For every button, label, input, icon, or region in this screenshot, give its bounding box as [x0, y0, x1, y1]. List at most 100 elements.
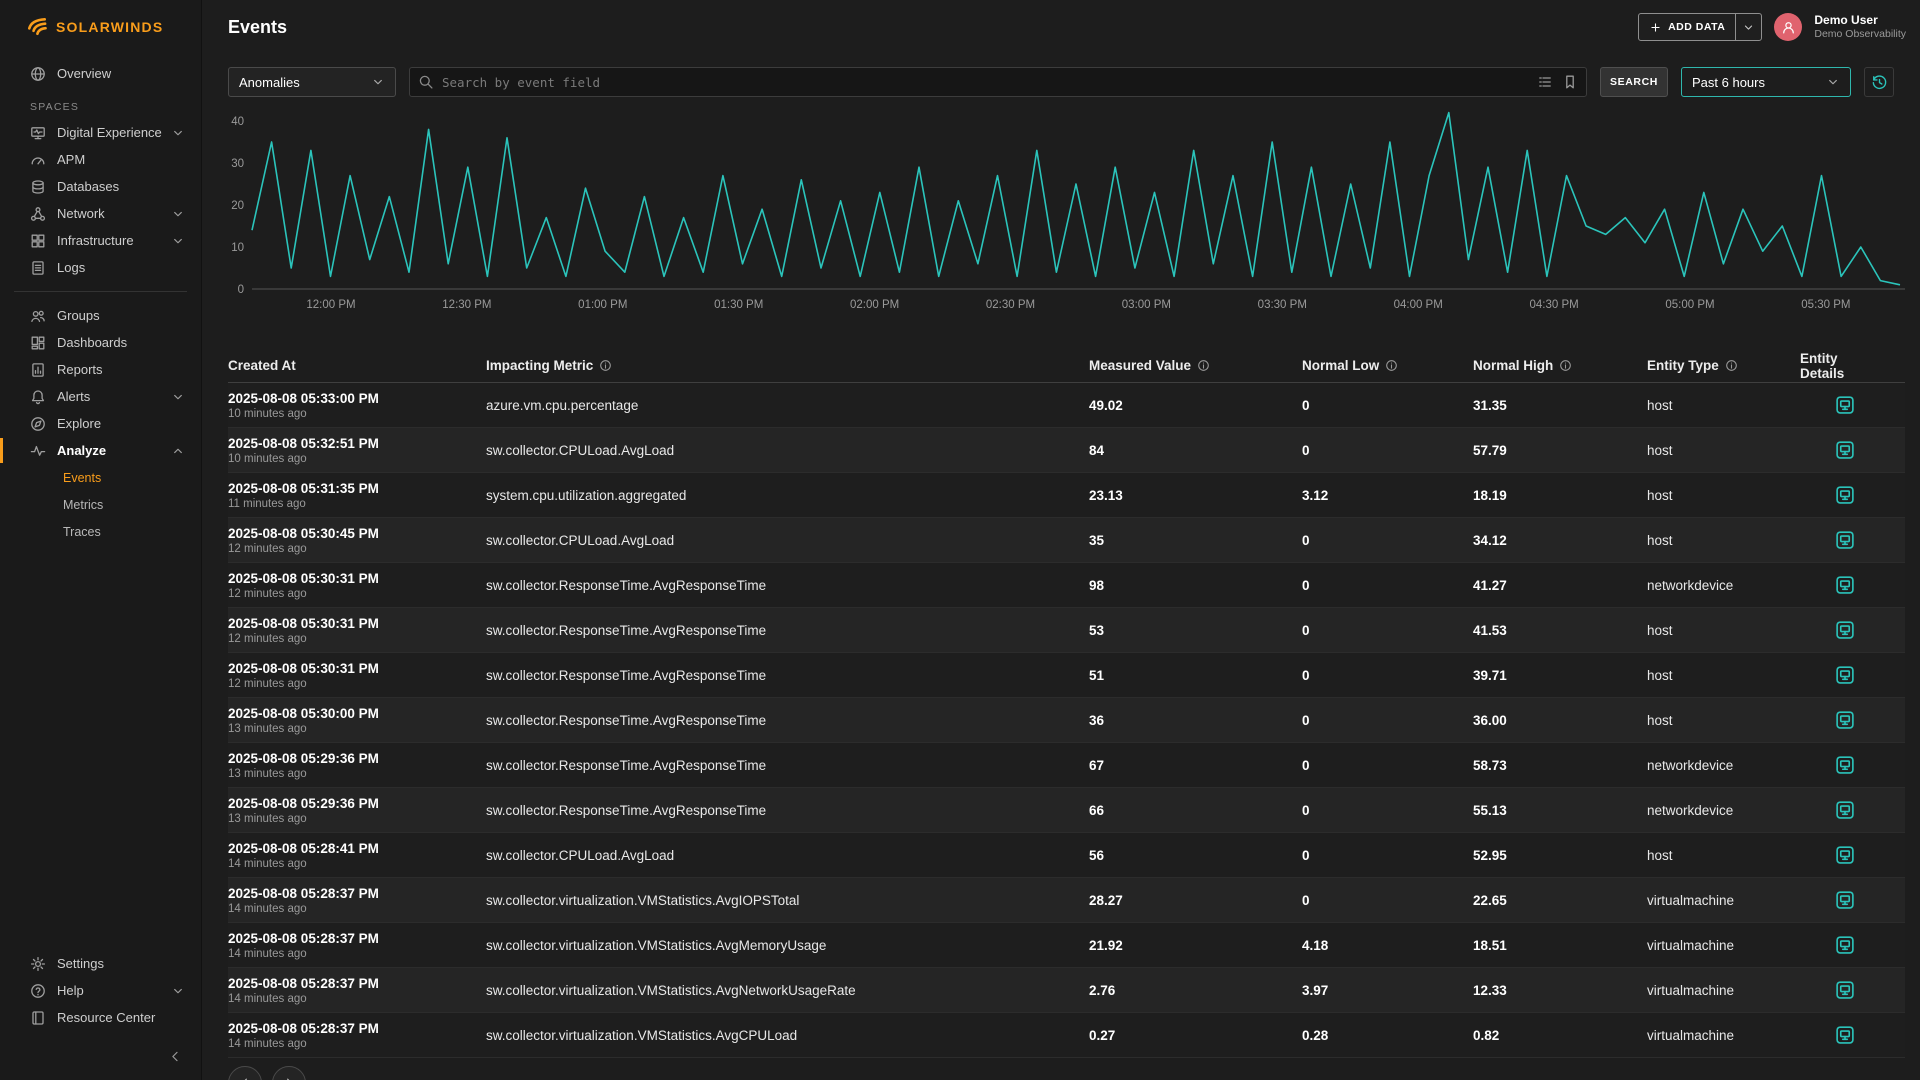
plus-icon	[1649, 21, 1662, 34]
entity-details-icon[interactable]	[1835, 935, 1855, 955]
sidebar-item-reports[interactable]: Reports	[0, 356, 201, 383]
user-block[interactable]: Demo User Demo Observability	[1814, 13, 1906, 41]
info-icon[interactable]	[1725, 359, 1738, 372]
table-row[interactable]: 2025-08-08 05:30:31 PM 12 minutes ago sw.c…	[228, 608, 1905, 653]
table-row[interactable]: 2025-08-08 05:29:36 PM 13 minutes ago sw.c…	[228, 788, 1905, 833]
info-icon[interactable]	[1197, 359, 1210, 372]
created-at-value: 2025-08-08 05:28:37 PM	[228, 885, 379, 901]
entity-details-icon[interactable]	[1835, 800, 1855, 820]
entity-details-icon[interactable]	[1835, 665, 1855, 685]
info-icon[interactable]	[599, 359, 612, 372]
cell-normal-high: 57.79	[1473, 442, 1507, 458]
created-at-relative: 12 minutes ago	[228, 632, 307, 645]
entity-details-icon[interactable]	[1835, 890, 1855, 910]
document-icon	[30, 260, 46, 276]
saved-queries-list-icon[interactable]	[1537, 74, 1553, 90]
table-row[interactable]: 2025-08-08 05:33:00 PM 10 minutes ago azur…	[228, 383, 1905, 428]
cell-entity-details	[1800, 395, 1905, 415]
sidebar-item-analyze[interactable]: Analyze	[0, 437, 201, 464]
entity-details-icon[interactable]	[1835, 395, 1855, 415]
add-data-split-button: ADD DATA	[1638, 13, 1763, 41]
sidebar-item-apm[interactable]: APM	[0, 146, 201, 173]
table-row[interactable]: 2025-08-08 05:32:51 PM 10 minutes ago sw.c…	[228, 428, 1905, 473]
sidebar-item-settings[interactable]: Settings	[0, 950, 201, 977]
cell-measured-value: 28.27	[1089, 892, 1123, 908]
sidebar-item-databases[interactable]: Databases	[0, 173, 201, 200]
info-icon[interactable]	[1559, 359, 1572, 372]
cell-impacting-metric: sw.collector.CPULoad.AvgLoad	[486, 847, 675, 863]
cell-created-at: 2025-08-08 05:28:37 PM 14 minutes ago	[228, 931, 486, 960]
nav-tools: Groups Dashboards Reports Alerts Explore Anal…	[0, 302, 201, 545]
table-row[interactable]: 2025-08-08 05:28:37 PM 14 minutes ago sw.c…	[228, 1013, 1905, 1058]
svg-text:03:00 PM: 03:00 PM	[1122, 299, 1171, 311]
column-header-label: Normal Low	[1302, 358, 1380, 373]
table-row[interactable]: 2025-08-08 05:29:36 PM 13 minutes ago sw.c…	[228, 743, 1905, 788]
table-row[interactable]: 2025-08-08 05:30:00 PM 13 minutes ago sw.c…	[228, 698, 1905, 743]
sidebar-item-metrics[interactable]: Metrics	[0, 491, 201, 518]
sidebar-item-infrastructure[interactable]: Infrastructure	[0, 227, 201, 254]
search-button[interactable]: SEARCH	[1600, 67, 1668, 97]
cell-normal-high: 18.51	[1473, 937, 1507, 953]
table-row[interactable]: 2025-08-08 05:30:45 PM 12 minutes ago sw.c…	[228, 518, 1905, 563]
sidebar-item-overview[interactable]: Overview	[0, 60, 201, 87]
entity-details-icon[interactable]	[1835, 440, 1855, 460]
entity-details-icon[interactable]	[1835, 980, 1855, 1000]
svg-text:04:00 PM: 04:00 PM	[1394, 299, 1443, 311]
sidebar-item-network[interactable]: Network	[0, 200, 201, 227]
sidebar-item-dashboards[interactable]: Dashboards	[0, 329, 201, 356]
entity-details-icon[interactable]	[1835, 755, 1855, 775]
table-row[interactable]: 2025-08-08 05:28:37 PM 14 minutes ago sw.c…	[228, 923, 1905, 968]
table-row[interactable]: 2025-08-08 05:28:37 PM 14 minutes ago sw.c…	[228, 968, 1905, 1013]
brand-logo[interactable]: SOLARWINDS	[0, 0, 201, 54]
cell-impacting-metric: sw.collector.virtualization.VMStatistics…	[486, 1027, 798, 1043]
entity-details-icon[interactable]	[1835, 485, 1855, 505]
table-row[interactable]: 2025-08-08 05:30:31 PM 12 minutes ago sw.c…	[228, 653, 1905, 698]
cell-created-at: 2025-08-08 05:29:36 PM 13 minutes ago	[228, 796, 486, 825]
pagination-next-button[interactable]	[272, 1066, 306, 1080]
table-row[interactable]: 2025-08-08 05:30:31 PM 12 minutes ago sw.c…	[228, 563, 1905, 608]
time-history-button[interactable]	[1864, 67, 1894, 97]
add-data-button[interactable]: ADD DATA	[1639, 14, 1735, 40]
sidebar-item-events[interactable]: Events	[0, 464, 201, 491]
entity-details-icon[interactable]	[1835, 710, 1855, 730]
table-row[interactable]: 2025-08-08 05:28:37 PM 14 minutes ago sw.c…	[228, 878, 1905, 923]
cell-created-at: 2025-08-08 05:30:31 PM 12 minutes ago	[228, 571, 486, 600]
entity-details-icon[interactable]	[1835, 530, 1855, 550]
time-range-select[interactable]: Past 6 hours	[1681, 67, 1851, 97]
entity-details-icon[interactable]	[1835, 845, 1855, 865]
sidebar-item-resource-center[interactable]: Resource Center	[0, 1004, 201, 1031]
sidebar-item-logs[interactable]: Logs	[0, 254, 201, 281]
sidebar-item-digital-experience[interactable]: Digital Experience	[0, 119, 201, 146]
event-type-select[interactable]: Anomalies	[228, 67, 396, 97]
sidebar-item-groups[interactable]: Groups	[0, 302, 201, 329]
pagination-prev-button[interactable]	[228, 1066, 262, 1080]
bookmark-icon[interactable]	[1562, 74, 1578, 90]
sidebar-bottom: Settings Help Resource Center	[0, 950, 201, 1080]
nav-primary: Overview	[0, 60, 201, 87]
add-data-dropdown-button[interactable]	[1735, 14, 1761, 40]
entity-details-icon[interactable]	[1835, 575, 1855, 595]
table-row[interactable]: 2025-08-08 05:28:41 PM 14 minutes ago sw.c…	[228, 833, 1905, 878]
avatar[interactable]	[1774, 13, 1803, 41]
sidebar-item-explore[interactable]: Explore	[0, 410, 201, 437]
sidebar-item-help[interactable]: Help	[0, 977, 201, 1004]
sidebar-item-alerts[interactable]: Alerts	[0, 383, 201, 410]
table-row[interactable]: 2025-08-08 05:31:35 PM 11 minutes ago syst…	[228, 473, 1905, 518]
sidebar-item-traces[interactable]: Traces	[0, 518, 201, 545]
search-input[interactable]	[409, 67, 1588, 97]
cell-measured-value: 35	[1089, 532, 1105, 548]
entity-details-icon[interactable]	[1835, 1025, 1855, 1045]
cell-entity-details	[1800, 1025, 1905, 1045]
info-icon[interactable]	[1385, 359, 1398, 372]
cell-created-at: 2025-08-08 05:30:45 PM 12 minutes ago	[228, 526, 486, 555]
cell-measured-value: 23.13	[1089, 487, 1123, 503]
created-at-value: 2025-08-08 05:28:37 PM	[228, 1020, 379, 1036]
sidebar-item-label: Groups	[57, 308, 100, 323]
svg-text:0: 0	[238, 284, 244, 296]
entity-details-icon[interactable]	[1835, 620, 1855, 640]
cell-entity-details	[1800, 800, 1905, 820]
sidebar-collapse-button[interactable]	[0, 1043, 201, 1070]
cell-created-at: 2025-08-08 05:32:51 PM 10 minutes ago	[228, 436, 486, 465]
cell-normal-high: 18.19	[1473, 487, 1507, 503]
cell-entity-details	[1800, 845, 1905, 865]
